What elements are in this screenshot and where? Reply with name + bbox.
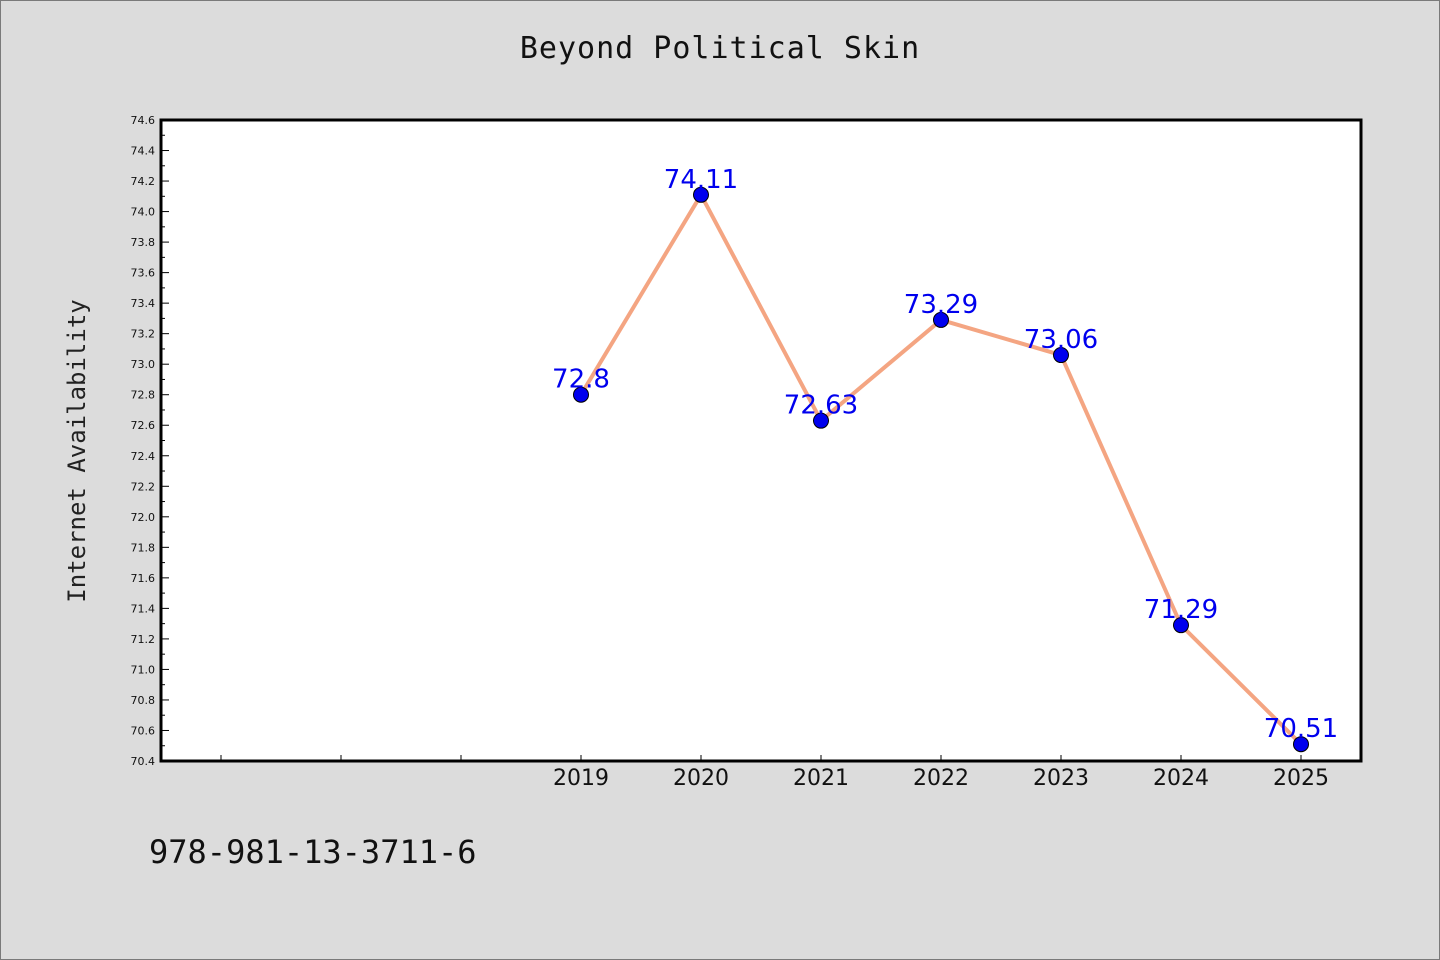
data-label: 70.51 (1264, 714, 1338, 744)
x-tick-label: 2021 (793, 766, 849, 791)
data-point (573, 386, 589, 403)
y-tick-label: 72.2 (131, 480, 156, 493)
data-label: 72.63 (784, 391, 858, 421)
y-tick-label: 72.4 (131, 450, 156, 463)
x-tick-label: 2019 (553, 766, 609, 791)
data-point (1173, 617, 1189, 634)
data-point (1053, 347, 1069, 364)
y-tick-label: 73.2 (131, 328, 156, 341)
y-tick-label: 71.4 (131, 602, 156, 615)
x-tick-label: 2024 (1153, 766, 1209, 791)
y-tick-label: 72.6 (131, 419, 156, 432)
data-label: 71.29 (1144, 595, 1218, 625)
y-tick-label: 73.4 (131, 297, 156, 310)
y-tick-label: 74.6 (131, 114, 156, 127)
data-point (933, 311, 949, 328)
y-tick-label: 74.0 (131, 206, 156, 219)
x-tick-label: 2025 (1273, 766, 1329, 791)
y-tick-label: 71.8 (131, 541, 156, 554)
data-label: 72.8 (552, 365, 610, 395)
y-tick-label: 74.2 (131, 175, 156, 188)
plot-area (161, 120, 1361, 761)
x-tick-label: 2023 (1033, 766, 1089, 791)
y-tick-label: 70.6 (131, 724, 156, 737)
y-tick-label: 72.0 (131, 511, 156, 524)
chart-title: Beyond Political Skin (519, 31, 921, 66)
y-tick-label: 71.6 (131, 572, 156, 585)
y-tick-label: 71.2 (131, 633, 156, 646)
data-label: 73.06 (1024, 325, 1098, 355)
y-tick-label: 73.8 (131, 236, 156, 249)
y-tick-label: 70.8 (131, 694, 156, 707)
data-point (693, 186, 709, 203)
y-tick-label: 73.6 (131, 267, 156, 280)
plot-border (159, 118, 1363, 763)
isbn-text: 978-981-13-3711-6 (149, 833, 477, 871)
y-tick-label: 73.0 (131, 358, 156, 371)
data-point (813, 412, 829, 429)
data-point (1293, 736, 1309, 753)
y-tick-label: 71.0 (131, 663, 156, 676)
y-tick-label: 70.4 (131, 755, 156, 768)
x-tick-label: 2022 (913, 766, 969, 791)
data-label: 74.11 (664, 165, 738, 195)
data-label: 73.29 (904, 290, 978, 320)
y-tick-label: 72.8 (131, 389, 156, 402)
y-tick-label: 74.4 (131, 145, 156, 158)
x-tick-label: 2020 (673, 766, 729, 791)
